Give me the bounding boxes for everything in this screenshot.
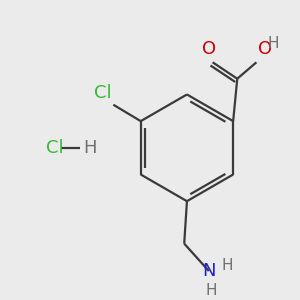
Text: O: O [258,40,272,58]
Text: H: H [206,283,217,298]
Text: H: H [83,139,97,157]
Text: H: H [221,258,233,273]
Text: Cl: Cl [94,84,112,102]
Text: N: N [202,262,216,280]
Text: Cl: Cl [46,139,64,157]
Text: H: H [268,35,279,50]
Text: O: O [202,40,216,58]
